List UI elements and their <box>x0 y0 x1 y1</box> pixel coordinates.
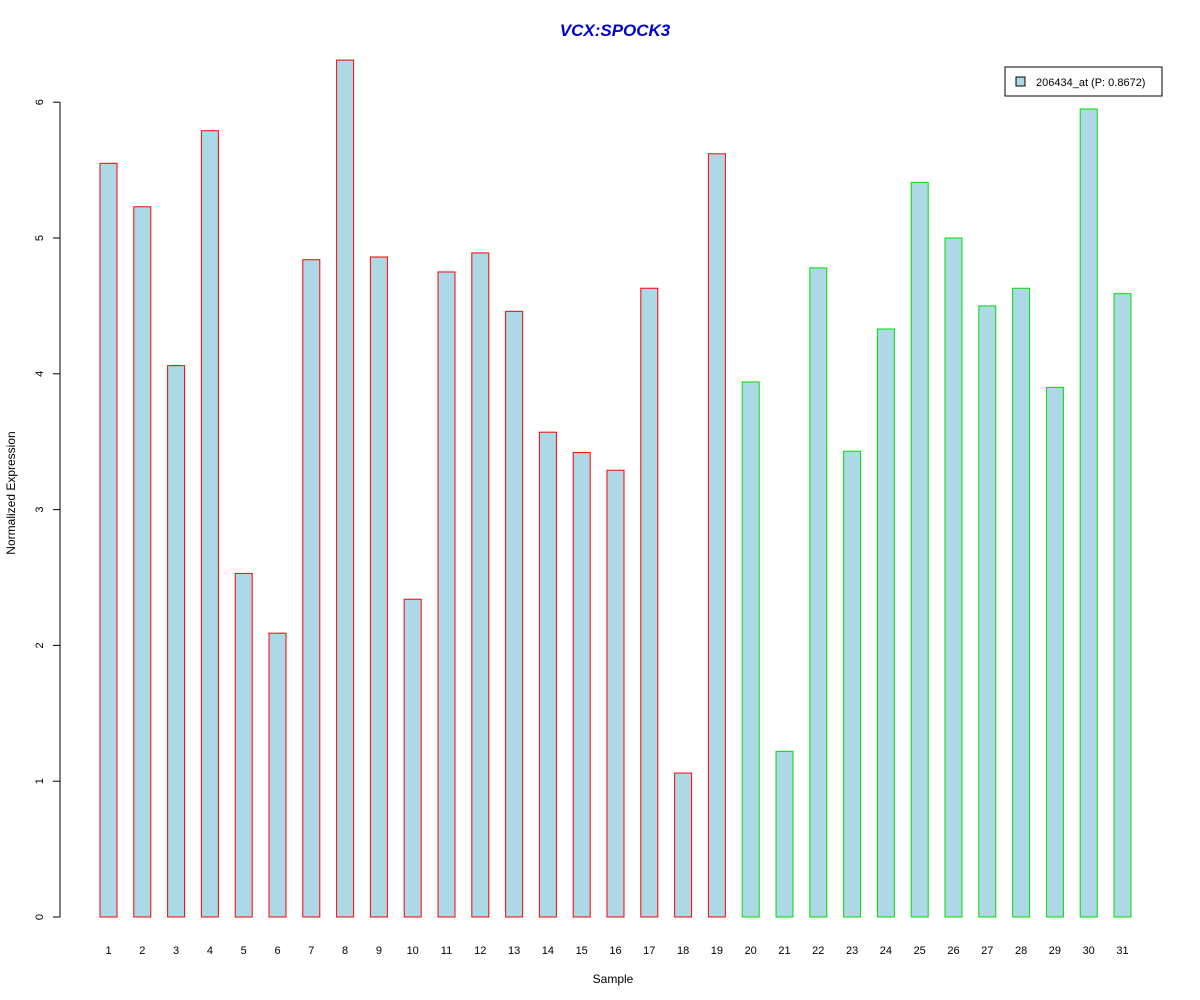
bar-sample-23 <box>843 450 862 918</box>
bar-sample-29 <box>1045 386 1064 918</box>
x-tick-label: 22 <box>812 945 824 957</box>
bar-sample-18 <box>674 772 693 918</box>
x-tick-label: 23 <box>846 945 858 957</box>
x-tick-label: 5 <box>241 945 247 957</box>
x-tick-label: 28 <box>1015 945 1027 957</box>
bar-sample-13 <box>505 310 524 918</box>
x-tick-label: 6 <box>274 945 280 957</box>
x-tick-label: 29 <box>1049 945 1061 957</box>
bar-sample-6 <box>268 632 287 918</box>
x-tick-label: 12 <box>474 945 486 957</box>
bar-sample-16 <box>606 469 625 918</box>
bar-sample-12 <box>471 252 490 918</box>
x-tick-label: 13 <box>508 945 520 957</box>
x-tick-label: 9 <box>376 945 382 957</box>
bar-sample-22 <box>809 267 828 918</box>
bar-sample-11 <box>437 271 456 918</box>
x-tick-label: 8 <box>342 945 348 957</box>
bar-sample-2 <box>133 206 152 918</box>
bar-sample-27 <box>978 305 997 918</box>
bar-sample-20 <box>741 381 760 918</box>
y-tick-label: 0 <box>34 914 46 920</box>
x-tick-label: 25 <box>914 945 926 957</box>
bar-sample-31 <box>1113 293 1132 918</box>
x-tick-label: 1 <box>105 945 111 957</box>
y-axis: 0 1 2 3 4 5 6 <box>34 99 61 920</box>
y-tick-label: 3 <box>34 507 46 513</box>
x-tick-label: 20 <box>745 945 757 957</box>
x-tick-label: 24 <box>880 945 892 957</box>
x-tick-label: 21 <box>778 945 790 957</box>
bar-sample-19 <box>707 153 726 918</box>
legend-box <box>1004 66 1163 97</box>
y-tick-label: 6 <box>34 99 46 105</box>
bar-sample-25 <box>910 181 929 918</box>
x-tick-label: 3 <box>173 945 179 957</box>
bar-sample-24 <box>876 328 895 918</box>
bar-sample-30 <box>1079 108 1098 918</box>
bar-sample-17 <box>640 287 659 918</box>
y-tick-label: 1 <box>34 778 46 784</box>
bar-sample-4 <box>200 130 219 918</box>
x-tick-label: 17 <box>643 945 655 957</box>
x-tick-label: 11 <box>441 945 452 957</box>
x-tick-label: 4 <box>207 945 213 957</box>
y-tick-label: 4 <box>34 371 46 377</box>
x-tick-label: 2 <box>139 945 145 957</box>
x-axis-label: Sample <box>593 972 634 986</box>
bar-sample-15 <box>572 452 591 918</box>
bar-sample-8 <box>336 59 355 918</box>
x-tick-label: 26 <box>947 945 959 957</box>
y-tick-label: 5 <box>34 235 46 241</box>
x-tick-label: 14 <box>542 945 554 957</box>
x-tick-label: 10 <box>407 945 419 957</box>
x-tick-label: 30 <box>1083 945 1095 957</box>
chart-title: VCX:SPOCK3 <box>560 21 671 40</box>
bar-sample-1 <box>99 162 118 918</box>
legend-swatch <box>1015 76 1026 87</box>
bar-sample-28 <box>1012 287 1031 918</box>
x-tick-label: 19 <box>711 945 723 957</box>
bar-sample-21 <box>775 750 794 918</box>
legend-label: 206434_at (P: 0.8672) <box>1036 77 1145 89</box>
legend: 206434_at (P: 0.8672) <box>1004 66 1163 97</box>
bar-sample-26 <box>944 237 963 918</box>
x-tick-label: 27 <box>981 945 993 957</box>
bar-sample-5 <box>234 572 253 918</box>
bars <box>99 59 1132 918</box>
bar-sample-3 <box>167 365 186 918</box>
y-axis-label: Normalized Expression <box>4 431 18 554</box>
x-tick-label: 31 <box>1116 945 1128 957</box>
x-tick-label: 16 <box>609 945 621 957</box>
bar-sample-7 <box>302 259 321 918</box>
bar-sample-10 <box>403 598 422 918</box>
x-tick-label: 15 <box>576 945 588 957</box>
x-tick-label: 18 <box>677 945 689 957</box>
x-tick-labels: 1 2 3 4 5 6 7 8 9 10 11 12 13 14 15 16 17 18 19 20 21 22 23 24 2… <box>105 945 1128 957</box>
y-tick-label: 2 <box>34 642 46 648</box>
bar-sample-9 <box>369 256 388 918</box>
x-tick-label: 7 <box>308 945 314 957</box>
bar-sample-14 <box>538 431 557 918</box>
